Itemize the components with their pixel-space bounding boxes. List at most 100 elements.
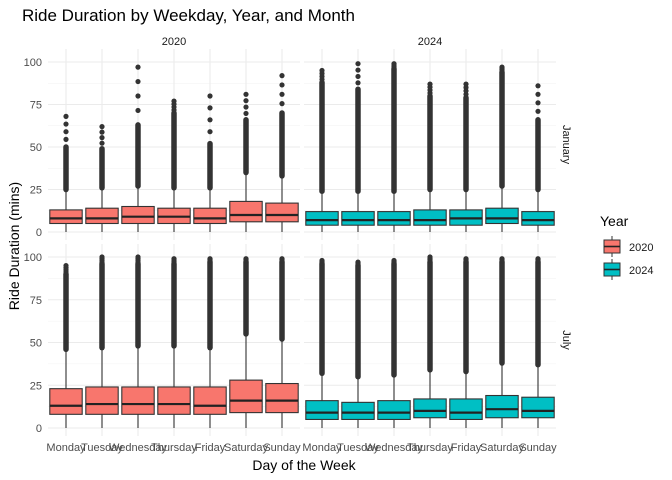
iqr-box (449, 398, 483, 420)
y-tick-label: 0 (36, 423, 42, 435)
outlier-point (427, 254, 433, 260)
box-sunday (265, 256, 299, 428)
box-monday (305, 67, 339, 232)
outlier-point (243, 110, 249, 117)
outlier-point (279, 256, 285, 262)
box-saturday (229, 256, 263, 428)
outlier-point (207, 256, 213, 262)
outlier-point (391, 257, 397, 264)
outlier-point (243, 91, 249, 97)
outlier-point (355, 61, 361, 67)
x-tick-label: Sunday (519, 442, 557, 454)
outlier-point (135, 64, 141, 70)
legend: Year 2020 2024 (600, 213, 653, 280)
facet-panel: 0 25 50 75 100 MondayTuesdayWednesdayThursday… (24, 244, 301, 454)
legend-title: Year (600, 213, 629, 229)
box-thursday (157, 256, 191, 428)
box-friday (449, 256, 483, 428)
y-tick-label: 100 (24, 57, 42, 69)
legend-label: 2020 (629, 242, 653, 254)
iqr-box (229, 379, 263, 414)
x-tick-label: Monday (46, 442, 86, 454)
outlier-point (355, 73, 361, 80)
iqr-box (305, 211, 339, 226)
facet-col-label: 2024 (418, 36, 442, 48)
outlier-point (171, 256, 177, 262)
outlier-point (99, 135, 105, 141)
outlier-point (427, 81, 433, 87)
outlier-point (243, 104, 249, 110)
box-tuesday (341, 61, 375, 232)
y-tick-label: 50 (30, 142, 42, 154)
x-tick-label: Tuesday (81, 442, 123, 454)
outlier-point (99, 124, 105, 130)
box-monday (49, 262, 83, 428)
iqr-box (413, 209, 447, 226)
outlier-point (171, 98, 177, 104)
box-sunday (521, 83, 555, 232)
x-tick-label: Friday (195, 442, 226, 454)
outlier-point (279, 82, 285, 88)
outlier-point (535, 256, 541, 262)
facet-row-label: January (560, 125, 572, 165)
outlier-point (207, 129, 213, 135)
y-tick-label: 25 (30, 185, 42, 197)
outlier-point (135, 107, 141, 114)
outlier-point (391, 61, 397, 67)
iqr-box (377, 211, 411, 226)
facet-panel: 0 25 50 75 100 (24, 49, 300, 240)
outlier-point (279, 91, 285, 97)
facet-row-label: July (560, 330, 572, 350)
outlier-point (63, 129, 69, 135)
iqr-box (341, 401, 375, 421)
x-tick-label: Monday (302, 442, 342, 454)
box-monday (305, 257, 339, 428)
y-tick-label: 0 (36, 227, 42, 239)
outlier-point (535, 91, 541, 97)
outlier-point (99, 254, 105, 260)
box-thursday (157, 98, 191, 232)
box-thursday (413, 81, 447, 232)
box-saturday (485, 256, 519, 428)
outlier-point (463, 81, 469, 87)
outlier-point (243, 98, 249, 104)
iqr-box (85, 207, 119, 225)
x-tick-label: Saturday (480, 442, 525, 454)
x-tick-label: Thursday (151, 442, 197, 454)
outlier-point (207, 93, 213, 99)
iqr-box (121, 205, 155, 225)
outlier-point (63, 136, 69, 142)
chart-title: Ride Duration by Weekday, Year, and Mont… (22, 6, 355, 25)
box-sunday (521, 256, 555, 428)
box-tuesday (341, 259, 375, 428)
y-tick-label: 100 (24, 252, 42, 264)
legend-key-2024: 2024 (603, 259, 653, 280)
iqr-box (265, 202, 299, 223)
iqr-box (49, 209, 83, 225)
box-friday (193, 93, 227, 232)
outlier-point (135, 254, 141, 260)
box-wednesday (377, 61, 411, 232)
x-tick-label: Friday (451, 442, 482, 454)
outlier-point (463, 256, 469, 262)
legend-label: 2024 (629, 265, 653, 277)
iqr-box (485, 207, 519, 225)
iqr-box (121, 386, 155, 415)
outlier-point (207, 105, 213, 111)
iqr-box (341, 211, 375, 226)
outlier-point (535, 108, 541, 114)
facet-panel (304, 49, 556, 240)
outlier-point (99, 129, 105, 135)
outlier-point (319, 257, 325, 264)
facet-panels: 2020 2024 January July 0 25 50 75 100 0 25 50 75 100 M… (24, 36, 572, 454)
iqr-box (305, 400, 339, 421)
outlier-point (135, 78, 141, 85)
facet-panel: MondayTuesdayWednesdayThursdayFridaySatu… (302, 244, 557, 454)
y-tick-label: 50 (30, 338, 42, 350)
box-wednesday (121, 64, 155, 232)
facet-col-label: 2020 (162, 36, 186, 48)
box-saturday (485, 64, 519, 232)
outlier-point (135, 93, 141, 99)
iqr-box (521, 211, 555, 226)
